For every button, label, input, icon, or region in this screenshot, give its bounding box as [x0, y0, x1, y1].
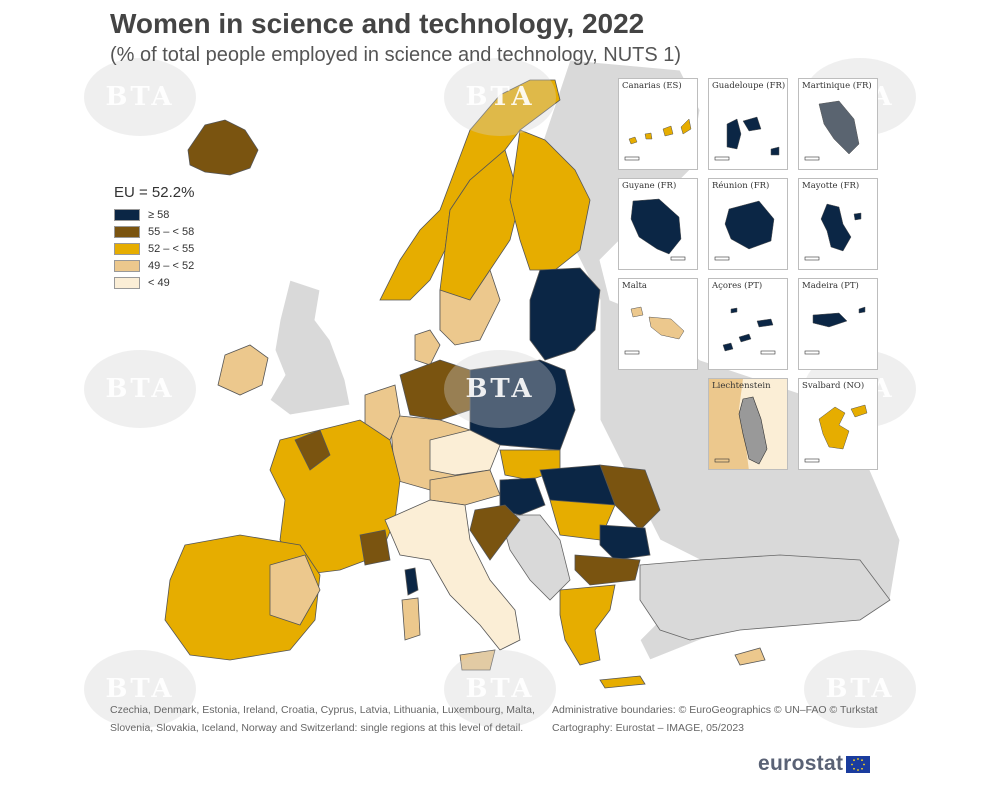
legend-swatch — [114, 259, 140, 272]
region-germany-north — [399, 359, 471, 421]
region-croatia — [469, 504, 521, 561]
inset-label: Martinique (FR) — [802, 81, 872, 91]
region-corsica — [404, 567, 419, 596]
legend-label: 49 – < 52 — [148, 259, 195, 272]
inset-label: Malta — [622, 281, 647, 291]
legend-swatch — [114, 225, 140, 238]
inset-acores: Açores (PT) — [708, 278, 788, 370]
footnote: Czechia, Denmark, Estonia, Ireland, Croa… — [110, 704, 535, 734]
region-ireland — [217, 344, 269, 396]
watermark: BTA — [84, 350, 196, 428]
eu-flag-icon — [846, 755, 871, 773]
legend-item: 52 – < 55 — [114, 240, 194, 257]
legend-label: 55 – < 58 — [148, 225, 195, 238]
map-legend: EU = 52.2% ≥ 58 55 – < 58 52 – < 55 49 –… — [114, 184, 194, 291]
inset-label: Réunion (FR) — [712, 181, 770, 191]
legend-swatch — [114, 242, 140, 255]
inset-label: Madeira (PT) — [802, 281, 859, 291]
region-france-se — [359, 529, 391, 566]
region-sardinia — [401, 597, 421, 641]
region-romania-bucharest — [599, 524, 651, 561]
inset-mayotte: Mayotte (FR) — [798, 178, 878, 270]
watermark: BTA — [444, 350, 556, 428]
legend-item: < 49 — [114, 274, 194, 291]
legend-item: 49 – < 52 — [114, 257, 194, 274]
region-denmark — [414, 329, 441, 366]
inset-guadeloupe: Guadeloupe (FR) — [708, 78, 788, 170]
logo-text: eurostat — [758, 752, 844, 775]
watermark: BTA — [444, 58, 556, 136]
inset-guyane: Guyane (FR) — [618, 178, 698, 270]
region-sicily — [459, 649, 496, 671]
legend-item: 55 – < 58 — [114, 223, 194, 240]
region-romania-east — [599, 464, 661, 531]
region-italy — [384, 499, 521, 651]
legend-swatch — [114, 276, 140, 289]
region-sweden-south — [439, 269, 501, 346]
credits-boundaries: Administrative boundaries: © EuroGeograp… — [552, 704, 878, 716]
watermark: BTA — [804, 650, 916, 728]
legend-label: 52 – < 55 — [148, 242, 195, 255]
region-hungary — [499, 477, 546, 516]
credits-cartography: Cartography: Eurostat – IMAGE, 05/2023 — [552, 722, 745, 734]
legend-label: ≥ 58 — [148, 208, 170, 221]
region-greece — [559, 584, 616, 666]
inset-label: Guadeloupe (FR) — [712, 81, 786, 91]
inset-label: Guyane (FR) — [622, 181, 677, 191]
inset-martinique: Martinique (FR) — [798, 78, 878, 170]
inset-canarias: Canarias (ES) — [618, 78, 698, 170]
inset-madeira: Madeira (PT) — [798, 278, 878, 370]
legend-title: EU = 52.2% — [114, 184, 195, 201]
region-austria — [429, 469, 501, 506]
turkey — [639, 554, 891, 641]
uk — [269, 279, 351, 416]
page-title: Women in science and technology, 2022 — [110, 8, 645, 39]
inset-label: Canarias (ES) — [622, 81, 682, 91]
eurostat-logo: eurostat — [758, 752, 871, 776]
inset-label: Açores (PT) — [712, 281, 763, 291]
legend-item: ≥ 58 — [114, 206, 194, 223]
region-crete — [599, 675, 646, 689]
region-cyprus — [734, 647, 766, 666]
watermark: BTA — [444, 650, 556, 728]
inset-malta: Malta — [618, 278, 698, 370]
watermark: BTA — [84, 58, 196, 136]
legend-label: < 49 — [148, 276, 170, 289]
region-iceland — [187, 119, 259, 176]
inset-liechtenstein: Liechtenstein — [708, 378, 788, 470]
legend-swatch — [114, 208, 140, 221]
credits: Administrative boundaries: © EuroGeograp… — [552, 701, 892, 737]
region-iberia-east — [269, 554, 321, 626]
watermark: BTA — [84, 650, 196, 728]
inset-label: Mayotte (FR) — [802, 181, 860, 191]
region-baltics — [529, 267, 601, 361]
region-finland — [509, 129, 591, 271]
page-subtitle: (% of total people employed in science a… — [110, 44, 682, 66]
region-france-ne — [294, 429, 331, 471]
inset-label: Liechtenstein — [712, 381, 771, 391]
inset-label: Svalbard (NO) — [802, 381, 865, 391]
inset-reunion: Réunion (FR) — [708, 178, 788, 270]
inset-svalbard: Svalbard (NO) — [798, 378, 878, 470]
region-bulgaria — [574, 554, 641, 586]
